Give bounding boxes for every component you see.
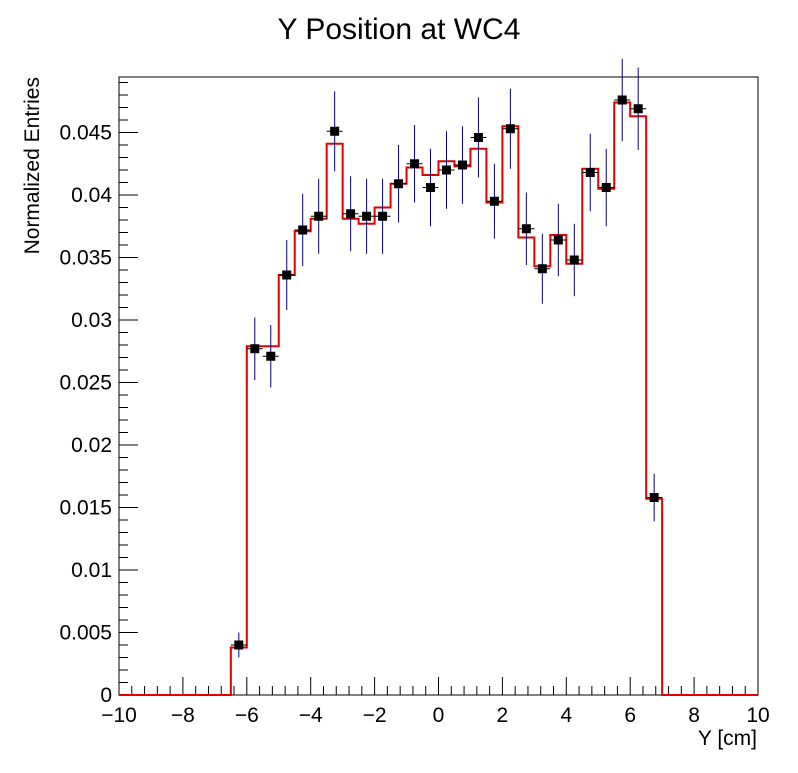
data-marker xyxy=(298,225,308,235)
y-tick-label: 0 xyxy=(100,684,112,707)
data-point xyxy=(358,178,375,254)
y-axis-tick-labels: 0 0.005 0.01 0.015 0.02 0.025 0.03 0.035 0.04 0.0… xyxy=(59,122,112,708)
data-points-series xyxy=(230,58,663,658)
data-point xyxy=(518,192,535,265)
data-point xyxy=(390,145,407,223)
x-tick-label: 0 xyxy=(433,704,445,727)
x-axis-ticks xyxy=(118,677,759,695)
data-marker xyxy=(282,270,292,280)
data-point xyxy=(598,148,615,227)
data-marker xyxy=(649,493,659,502)
data-marker xyxy=(489,196,499,206)
data-marker xyxy=(617,95,627,105)
y-tick-label: 0.035 xyxy=(59,247,112,270)
data-marker xyxy=(346,209,356,219)
data-marker xyxy=(378,211,388,221)
x-tick-label: 2 xyxy=(497,704,509,727)
data-point xyxy=(454,126,471,204)
y-tick-label: 0.025 xyxy=(59,372,112,395)
data-point xyxy=(614,58,631,142)
data-point xyxy=(550,203,567,277)
data-marker xyxy=(457,160,467,170)
data-marker xyxy=(441,165,451,175)
chart-title: Y Position at WC4 xyxy=(278,13,521,46)
data-marker xyxy=(266,351,276,361)
data-point xyxy=(470,97,487,178)
y-axis-label: Normalized Entries xyxy=(21,77,44,254)
data-marker xyxy=(585,168,595,177)
x-tick-label: −10 xyxy=(101,704,137,727)
data-marker xyxy=(521,224,531,234)
data-point xyxy=(342,176,359,252)
data-point xyxy=(310,178,327,254)
data-point xyxy=(486,163,503,239)
data-point xyxy=(422,148,439,227)
y-tick-label: 0.045 xyxy=(59,122,112,145)
x-tick-label: −6 xyxy=(235,704,259,727)
data-point xyxy=(374,178,391,254)
y-tick-label: 0.03 xyxy=(71,309,112,332)
x-axis-label: Y [cm] xyxy=(698,727,757,750)
y-axis-ticks xyxy=(119,82,138,696)
data-point xyxy=(566,223,583,297)
data-marker xyxy=(601,183,611,192)
data-marker xyxy=(250,344,260,354)
data-point xyxy=(326,91,343,172)
data-marker xyxy=(505,124,515,134)
data-marker xyxy=(234,640,244,650)
x-tick-label: −4 xyxy=(299,704,323,727)
data-marker xyxy=(330,126,340,136)
data-marker xyxy=(394,179,404,189)
data-marker xyxy=(314,211,324,221)
y-tick-label: 0.01 xyxy=(71,559,112,582)
data-point xyxy=(230,632,247,658)
data-marker xyxy=(569,255,579,265)
data-point xyxy=(294,193,311,267)
data-point xyxy=(534,233,551,304)
data-marker xyxy=(362,211,372,221)
x-tick-label: −8 xyxy=(171,704,195,727)
data-marker xyxy=(426,183,436,192)
data-point xyxy=(630,67,647,150)
data-point xyxy=(502,88,519,169)
x-axis-tick-labels: −10 −8 −6 −4 −2 0 2 4 6 8 10 xyxy=(101,704,769,727)
x-tick-label: 4 xyxy=(560,704,572,727)
data-point xyxy=(406,125,423,203)
y-tick-label: 0.04 xyxy=(71,184,112,207)
x-tick-label: 6 xyxy=(624,704,636,727)
data-marker xyxy=(537,264,547,274)
data-point xyxy=(582,133,599,212)
x-tick-label: 8 xyxy=(688,704,700,727)
data-point xyxy=(246,317,263,380)
data-marker xyxy=(410,159,420,169)
y-tick-label: 0.015 xyxy=(59,497,112,520)
data-point xyxy=(278,240,295,310)
x-tick-label: 10 xyxy=(746,704,769,727)
data-point xyxy=(438,131,455,209)
y-tick-label: 0.02 xyxy=(71,434,112,457)
data-marker xyxy=(633,104,643,114)
data-point xyxy=(646,473,663,522)
y-tick-label: 0.005 xyxy=(59,622,112,645)
data-marker xyxy=(473,133,483,142)
data-marker xyxy=(553,235,563,245)
data-point xyxy=(262,325,279,388)
x-tick-label: −2 xyxy=(363,704,387,727)
